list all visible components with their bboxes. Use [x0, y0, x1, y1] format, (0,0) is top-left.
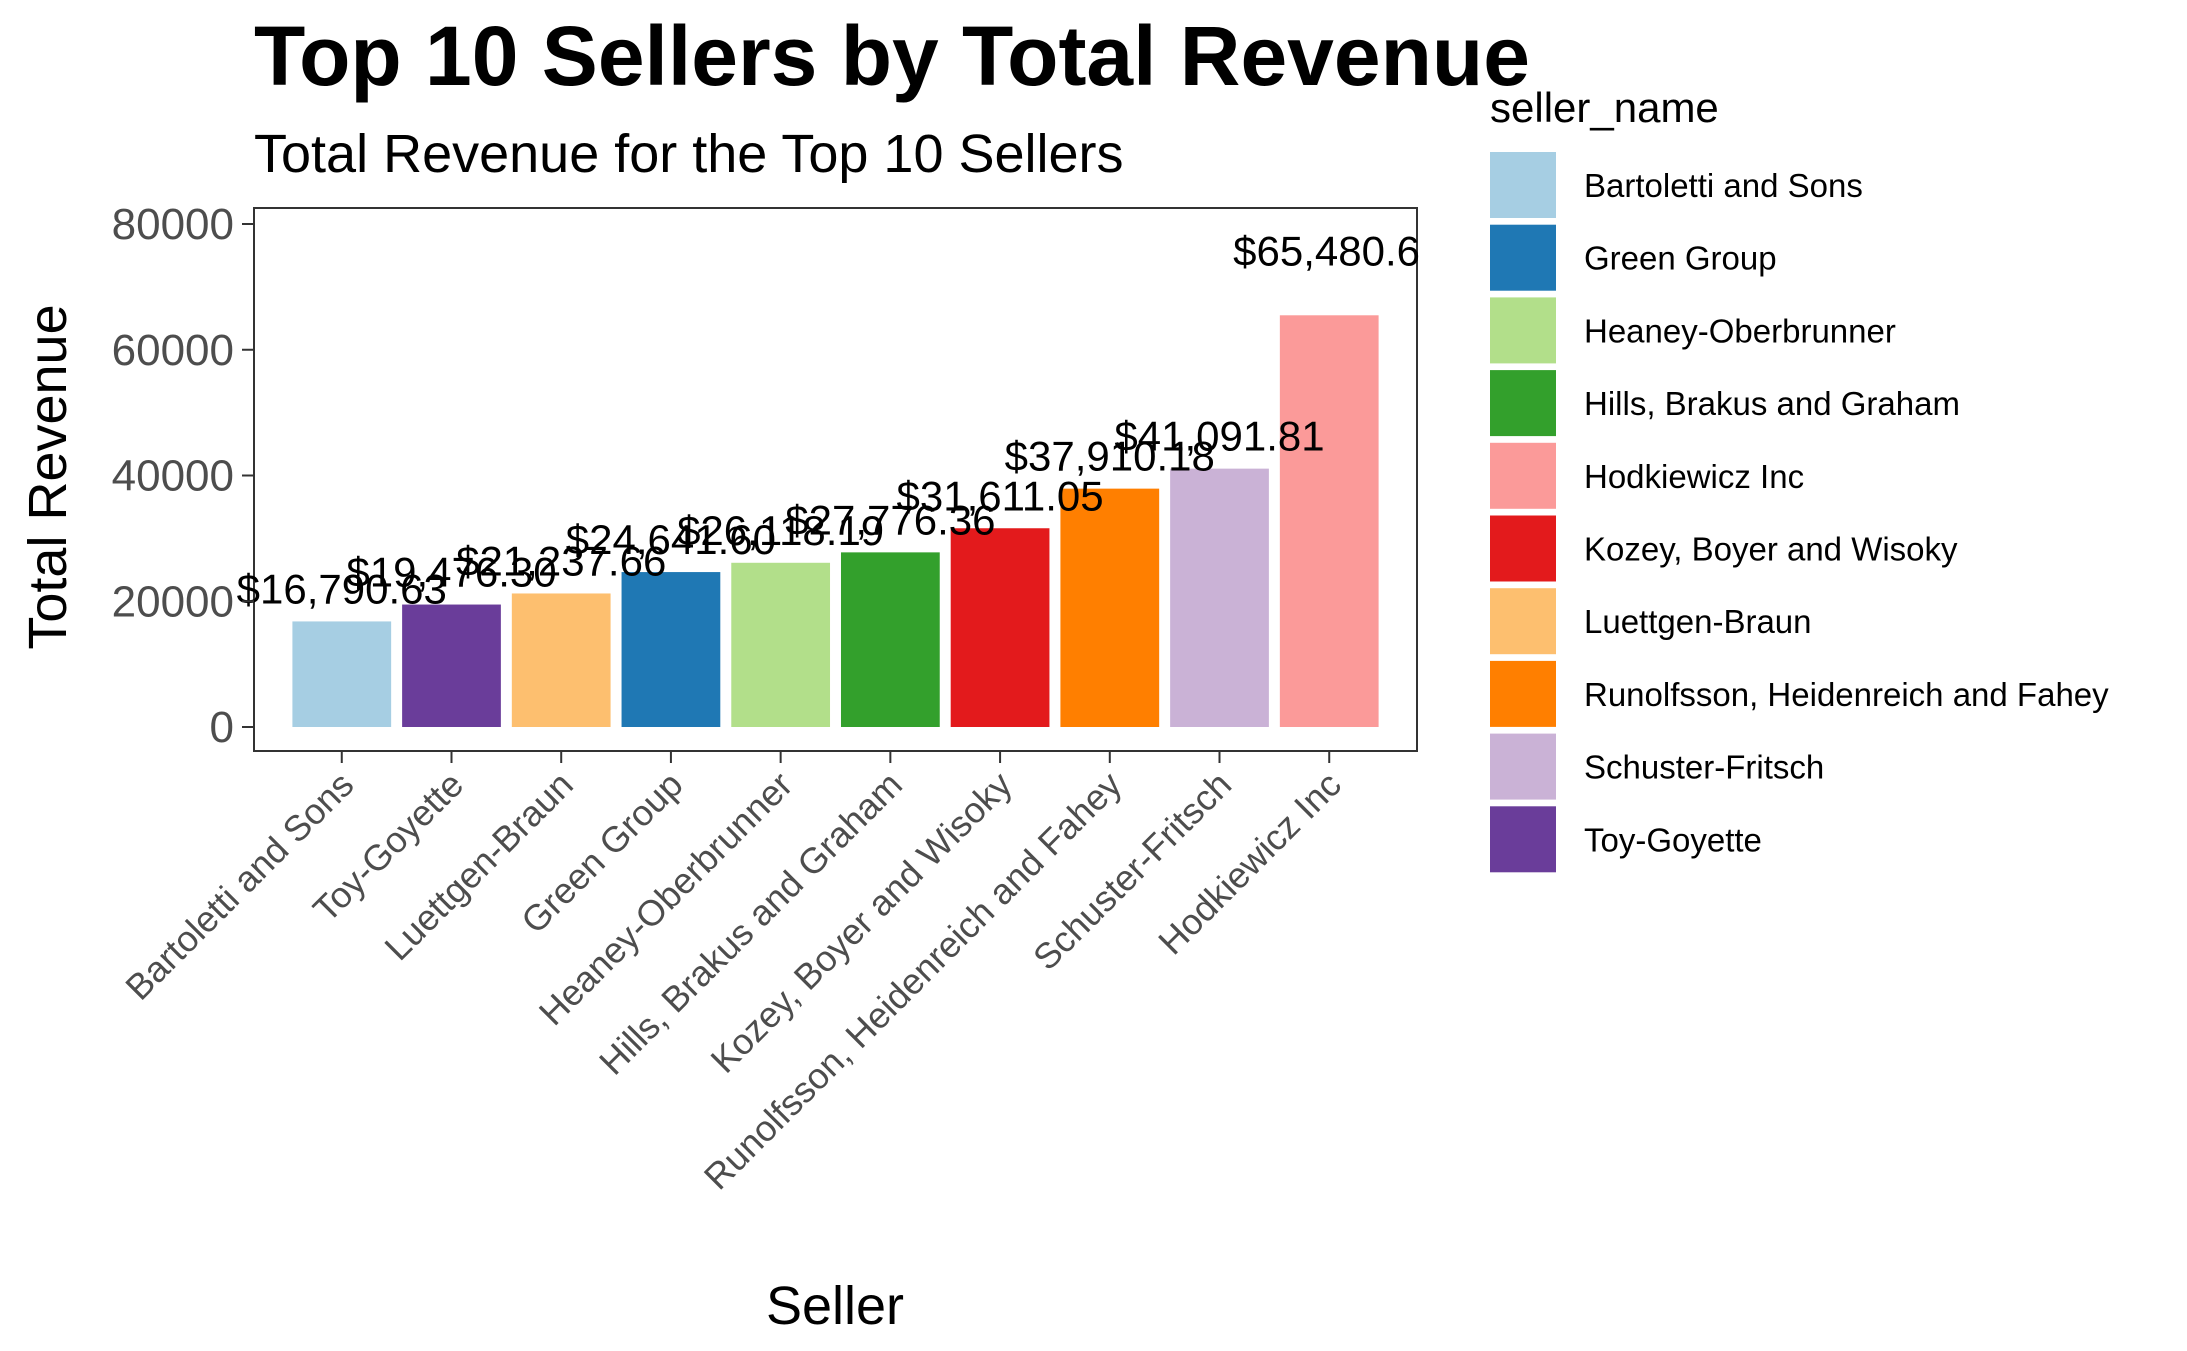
legend-key	[1490, 588, 1556, 655]
data-label: $24,641.60	[566, 516, 776, 563]
legend-label: Bartoletti and Sons	[1584, 167, 1863, 204]
legend-label: Schuster-Fritsch	[1584, 749, 1824, 786]
y-tick-label: 40000	[112, 452, 234, 501]
x-axis-title: Seller	[766, 1276, 904, 1336]
chart-subtitle: Total Revenue for the Top 10 Sellers	[254, 124, 1124, 184]
bar-bartoletti-and-sons	[292, 621, 392, 727]
y-axis-title: Total Revenue	[18, 304, 78, 649]
data-label: $65,480.6	[1233, 227, 1420, 274]
y-tick-label: 20000	[112, 577, 234, 626]
legend-key	[1490, 660, 1556, 727]
bar-heaney-oberbrunner	[731, 562, 831, 727]
legend-key	[1490, 152, 1556, 218]
bar-toy-goyette	[402, 604, 501, 727]
bar-kozey-boyer-and-wisoky	[950, 528, 1050, 727]
legend-key	[1490, 806, 1556, 873]
legend-key	[1490, 733, 1556, 800]
chart-title: Top 10 Sellers by Total Revenue	[254, 9, 1530, 103]
bar-schuster-fritsch	[1170, 468, 1269, 727]
legend-label: Toy-Goyette	[1584, 821, 1762, 858]
bar-green-group	[621, 572, 721, 727]
bars-group	[292, 315, 1379, 727]
legend-key	[1490, 224, 1556, 291]
legend: seller_name Bartoletti and Sons Green Gro…	[1490, 84, 2109, 873]
data-label: $19,476.30	[346, 549, 556, 596]
legend-label: Kozey, Boyer and Wisoky	[1584, 531, 1958, 568]
x-tick-label: Luettgen-Braun	[376, 764, 580, 968]
bar-hodkiewicz-inc	[1279, 315, 1379, 727]
data-label: $41,091.81	[1114, 413, 1324, 460]
legend-items: Bartoletti and Sons Green Group Heaney-Obe…	[1490, 152, 2109, 873]
panel-border	[253, 207, 1418, 752]
data-labels-group: $16,790.63$19,476.30$21,237.66$24,641.60…	[237, 227, 1420, 612]
x-axis: Bartoletti and SonsToy-GoyetteLuettgen-B…	[117, 751, 1349, 1197]
bar-runolfsson-heidenreich-and-fahey	[1060, 488, 1160, 727]
legend-label: Heaney-Oberbrunner	[1584, 312, 1896, 349]
data-label: $27,776.36	[785, 496, 995, 543]
legend-label: Runolfsson, Heidenreich and Fahey	[1584, 676, 2109, 713]
y-tick-label: 60000	[112, 326, 234, 375]
legend-key	[1490, 370, 1556, 437]
legend-title: seller_name	[1490, 84, 1719, 131]
y-tick-label: 80000	[112, 200, 234, 249]
legend-key	[1490, 442, 1556, 509]
y-tick-label: 0	[210, 703, 234, 752]
data-label: $21,237.66	[456, 537, 666, 584]
x-tick-label: Schuster-Fritsch	[1025, 764, 1239, 978]
plot-area: $16,790.63$19,476.30$21,237.66$24,641.60…	[237, 207, 1420, 752]
legend-label: Hills, Brakus and Graham	[1584, 385, 1960, 422]
data-label: $16,790.63	[237, 565, 447, 612]
data-label: $31,611.05	[897, 472, 1104, 519]
legend-label: Hodkiewicz Inc	[1584, 458, 1804, 495]
legend-label: Green Group	[1584, 240, 1777, 277]
bar-hills-brakus-and-graham	[840, 552, 940, 727]
legend-key	[1490, 515, 1556, 582]
data-label: $26,118.19	[677, 507, 884, 554]
data-label: $37,910.18	[1005, 433, 1215, 480]
legend-label: Luettgen-Braun	[1584, 603, 1812, 640]
bar-luettgen-braun	[511, 593, 611, 727]
legend-key	[1490, 297, 1556, 364]
y-axis: 0 20000 40000 60000 80000	[112, 200, 254, 752]
